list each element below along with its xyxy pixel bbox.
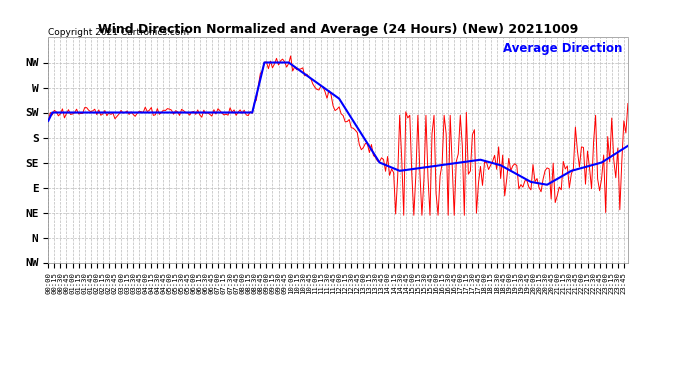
Text: Copyright 2021 Cartronics.com: Copyright 2021 Cartronics.com (48, 28, 190, 37)
Title: Wind Direction Normalized and Average (24 Hours) (New) 20211009: Wind Direction Normalized and Average (2… (98, 23, 578, 36)
Text: Average Direction: Average Direction (503, 42, 622, 55)
